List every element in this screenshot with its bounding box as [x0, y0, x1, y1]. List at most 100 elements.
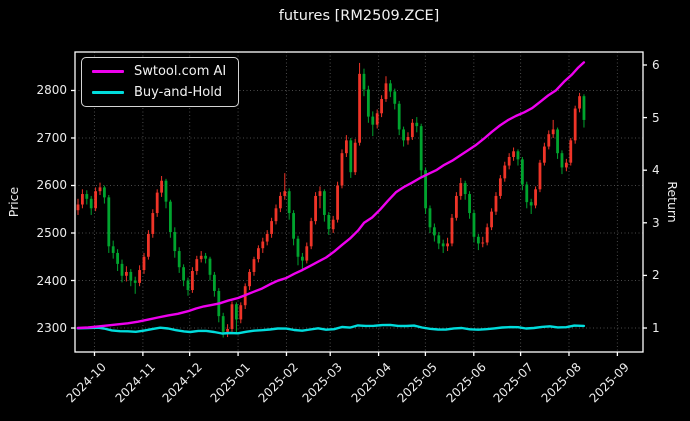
price-tick-label: 2800: [36, 83, 67, 98]
candle-down: [186, 277, 190, 296]
candle-up: [551, 119, 555, 138]
candle-down: [516, 149, 520, 166]
candle-up: [507, 153, 511, 170]
candle-up: [542, 142, 546, 166]
candle-down: [432, 223, 436, 242]
candle-up: [309, 217, 313, 250]
price-tick-label: 2400: [36, 273, 67, 288]
candle-up: [256, 245, 260, 263]
candle-up: [459, 177, 463, 200]
candle-down: [520, 156, 524, 191]
legend-item-bh: Buy-and-Hold: [92, 85, 226, 100]
candle-up: [283, 173, 287, 200]
candle-up: [142, 252, 146, 274]
candle-up: [138, 265, 141, 287]
candle-up: [410, 118, 414, 140]
candle-down: [164, 178, 168, 209]
candle-down: [402, 126, 405, 147]
candle-up: [498, 175, 502, 199]
candle-down: [212, 271, 216, 297]
candle-up: [80, 189, 84, 209]
candle-up: [344, 135, 348, 157]
candle-down: [208, 256, 212, 281]
candle-down: [217, 288, 221, 323]
price-tick-label: 2600: [36, 178, 67, 193]
candle-down: [371, 111, 375, 137]
candle-down: [102, 185, 106, 204]
return-tick-label: 2: [652, 268, 660, 283]
candle-up: [547, 130, 551, 150]
candle-up: [314, 192, 317, 225]
price-tick-label: 2500: [36, 225, 67, 240]
candle-up: [278, 192, 282, 213]
candle-down: [129, 269, 133, 287]
candle-down: [296, 235, 300, 266]
candle-up: [190, 267, 194, 293]
buy-and-hold-line: [76, 323, 586, 335]
candle-up: [270, 217, 273, 238]
candle-down: [111, 240, 115, 259]
candle-down: [287, 188, 291, 220]
candle-up: [538, 159, 542, 193]
candle-down: [463, 180, 467, 200]
candle-up: [195, 255, 199, 275]
price-tick-label: 2300: [36, 321, 67, 335]
candle-up: [485, 223, 489, 246]
candle-up: [380, 95, 383, 118]
candle-down: [393, 88, 397, 110]
legend-label-bh: Buy-and-Hold: [134, 85, 223, 100]
candle-up: [160, 175, 163, 197]
ai-line-swatch: [92, 70, 124, 73]
candle-down: [168, 199, 172, 238]
candle-down: [388, 80, 392, 98]
candle-down: [560, 150, 564, 175]
candle-up: [340, 149, 344, 189]
candle-down: [85, 190, 89, 205]
candle-up: [569, 137, 573, 166]
return-tick-label: 3: [652, 215, 660, 230]
candle-up: [261, 237, 265, 253]
candle-down: [173, 227, 177, 258]
candle-up: [124, 266, 128, 282]
candle-up: [375, 109, 379, 129]
candle-down: [397, 100, 401, 136]
candle-up: [406, 132, 410, 145]
candle-down: [362, 68, 366, 97]
candle-up: [490, 208, 493, 231]
candle-up: [248, 269, 251, 291]
candle-down: [366, 85, 370, 123]
candle-down: [120, 259, 124, 283]
candle-up: [94, 187, 97, 212]
axes-spines: [74, 51, 644, 353]
candle-up: [318, 186, 322, 209]
candle-up: [573, 105, 577, 144]
return-tick-label: 6: [652, 57, 660, 72]
candle-down: [437, 232, 441, 250]
candle-up: [358, 62, 361, 146]
return-tick-label: 4: [652, 163, 660, 178]
candle-down: [292, 210, 295, 246]
candle-up: [265, 230, 269, 246]
return-tick-label: 1: [652, 321, 660, 335]
candle-up: [454, 192, 458, 221]
candle-down: [556, 127, 559, 159]
candle-down: [529, 198, 533, 214]
candle-up: [494, 192, 498, 215]
candle-down: [177, 247, 181, 273]
candle-up: [353, 138, 357, 176]
candle-down: [204, 252, 207, 264]
candle-down: [419, 123, 423, 177]
bh-line-swatch: [92, 91, 124, 94]
candle-up: [450, 213, 454, 247]
candle-up: [155, 189, 159, 217]
ai-return-line: [76, 61, 586, 330]
candle-up: [503, 161, 507, 182]
candle-down: [234, 302, 238, 334]
candle-down: [441, 239, 445, 253]
candle-up: [336, 181, 339, 223]
candle-up: [98, 182, 102, 195]
candle-down: [133, 276, 137, 294]
candle-up: [331, 215, 335, 233]
